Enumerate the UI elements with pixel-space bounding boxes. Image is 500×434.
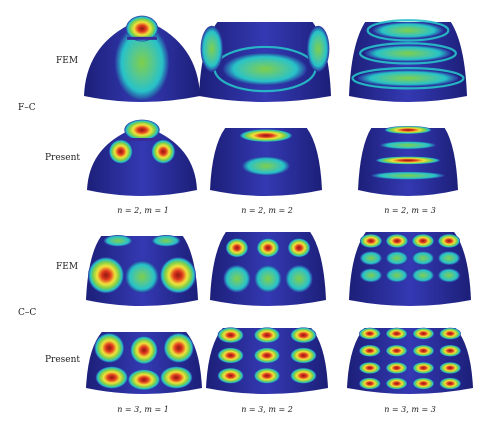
shell-fem-n3-m1 <box>86 235 198 306</box>
shell-present-n2-m2 <box>210 128 322 196</box>
caption-n3-m3: n = 3, m = 3 <box>384 405 436 414</box>
caption-n3-m1: n = 3, m = 1 <box>117 405 169 414</box>
caption-n2-m2: n = 2, m = 2 <box>241 206 293 215</box>
row-label-present-fc: Present <box>45 153 81 163</box>
row-label-present-cc: Present <box>45 355 81 365</box>
shell-present-n3-m3 <box>347 327 473 394</box>
caption-n2-m3: n = 2, m = 3 <box>384 206 436 215</box>
group-label-fc: F–C <box>18 103 36 113</box>
row-label-fem-cc: FEM <box>56 262 79 272</box>
shell-fem-n2-m3 <box>349 19 467 102</box>
shell-fem-n3-m2 <box>210 232 326 306</box>
caption-n3-m2: n = 3, m = 2 <box>241 405 293 414</box>
caption-n2-m1: n = 2, m = 1 <box>117 206 169 215</box>
group-label-cc: C–C <box>18 308 37 318</box>
shell-fem-n3-m3 <box>349 232 471 306</box>
shell-present-n2-m1 <box>87 119 197 196</box>
shell-fem-n2-m1 <box>84 15 200 102</box>
shell-fem-n2-m2 <box>199 22 331 102</box>
shell-present-n3-m1 <box>86 332 202 394</box>
shell-present-n2-m3 <box>358 126 458 196</box>
shell-present-n3-m2 <box>206 327 328 394</box>
row-label-fem-fc: FEM <box>56 56 79 66</box>
